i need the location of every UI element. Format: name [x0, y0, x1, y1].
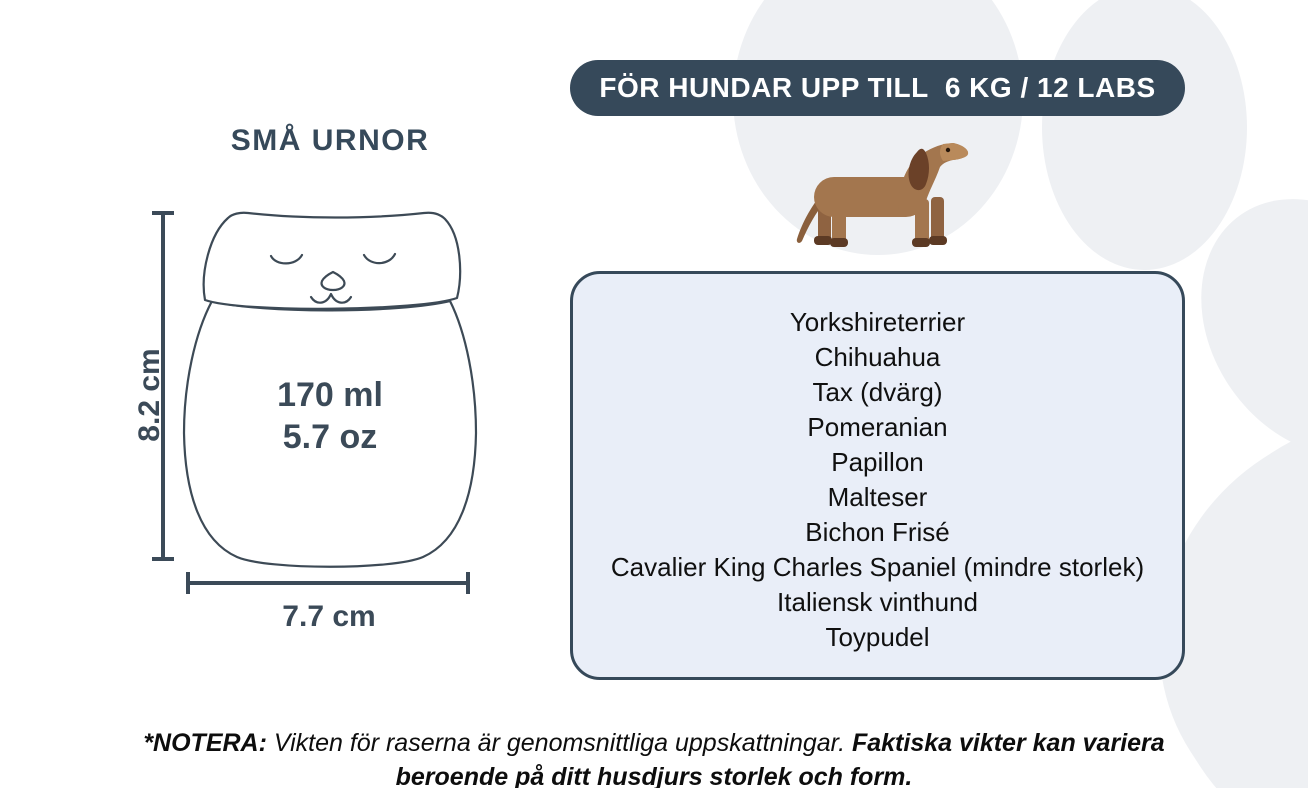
- cat-nose: [320, 270, 346, 292]
- breed-list: Yorkshireterrier Chihuahua Tax (dvärg) P…: [573, 305, 1182, 655]
- width-dimension-label: 7.7 cm: [282, 600, 376, 633]
- dog-paw: [929, 236, 947, 245]
- breed-item: Bichon Frisé: [805, 517, 950, 547]
- dachshund-icon: [796, 143, 969, 247]
- height-measure-tick-top: [152, 211, 174, 215]
- weight-limit-label: FÖR HUNDAR UPP TILL 6 KG / 12 LABS: [599, 72, 1156, 103]
- dog-ear: [908, 148, 929, 191]
- width-measure-line: [188, 581, 470, 585]
- dog-eye: [945, 147, 951, 153]
- cat-right-eye: [362, 252, 397, 265]
- footnote-body: Vikten för raserna är genomsnittliga upp…: [266, 729, 852, 757]
- cat-left-eye: [269, 253, 304, 265]
- dog-paw: [814, 236, 832, 245]
- dog-body: [814, 177, 926, 217]
- footnote: *NOTERA: Vikten för raserna är genomsnit…: [124, 726, 1184, 788]
- breed-item: Tax (dvärg): [812, 377, 943, 407]
- breed-list-box: Yorkshireterrier Chihuahua Tax (dvärg) P…: [570, 271, 1185, 680]
- dog-snout: [940, 143, 969, 161]
- breed-item: Malteser: [827, 482, 928, 512]
- weight-limit-banner: FÖR HUNDAR UPP TILL 6 KG / 12 LABS: [570, 60, 1185, 116]
- breed-item: Yorkshireterrier: [789, 307, 966, 337]
- breed-item: Italiensk vinthund: [777, 587, 978, 617]
- urn-head: [202, 211, 462, 310]
- width-measure-tick-left: [186, 572, 190, 594]
- height-measure-line: [161, 213, 165, 561]
- footnote-bold-line1: Faktiska vikter kan variera: [851, 729, 1165, 757]
- paw-toe-watermark: [1042, 0, 1247, 270]
- urn-section-title: SMÅ URNOR: [230, 124, 430, 157]
- dog-paw: [912, 238, 930, 247]
- cat-mouth: [309, 292, 353, 304]
- volume-oz: 5.7 oz: [282, 418, 378, 456]
- footnote-bold-line2: beroende på ditt husdjurs storlek och fo…: [395, 763, 913, 788]
- breed-item: Chihuahua: [814, 342, 941, 372]
- height-measure-tick-bottom: [152, 557, 174, 561]
- footnote-prefix: *NOTERA:: [143, 729, 267, 757]
- height-dimension-label: 8.2 cm: [133, 348, 166, 442]
- width-measure-tick-right: [466, 572, 470, 594]
- breed-item: Toypudel: [825, 622, 930, 652]
- urn-volume-label: 170 ml 5.7 oz: [230, 374, 430, 458]
- breed-item: Cavalier King Charles Spaniel (mindre st…: [610, 552, 1145, 582]
- dog-leg: [931, 197, 944, 241]
- breed-item: Papillon: [831, 447, 924, 477]
- urn-body: [182, 299, 478, 568]
- breed-item: Pomeranian: [807, 412, 948, 442]
- dog-paw: [830, 238, 848, 247]
- volume-ml: 170 ml: [277, 376, 383, 414]
- cat-urn-illustration: [182, 211, 478, 568]
